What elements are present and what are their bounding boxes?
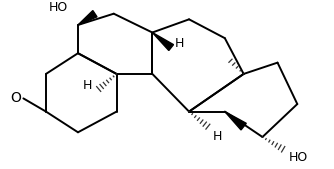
Text: H: H [175, 37, 184, 50]
Text: HO: HO [289, 151, 308, 164]
Polygon shape [152, 32, 174, 51]
Text: H: H [83, 79, 92, 92]
Text: H: H [212, 130, 222, 143]
Text: O: O [11, 91, 21, 105]
Polygon shape [225, 112, 246, 130]
Polygon shape [78, 10, 97, 25]
Text: HO: HO [48, 1, 67, 14]
